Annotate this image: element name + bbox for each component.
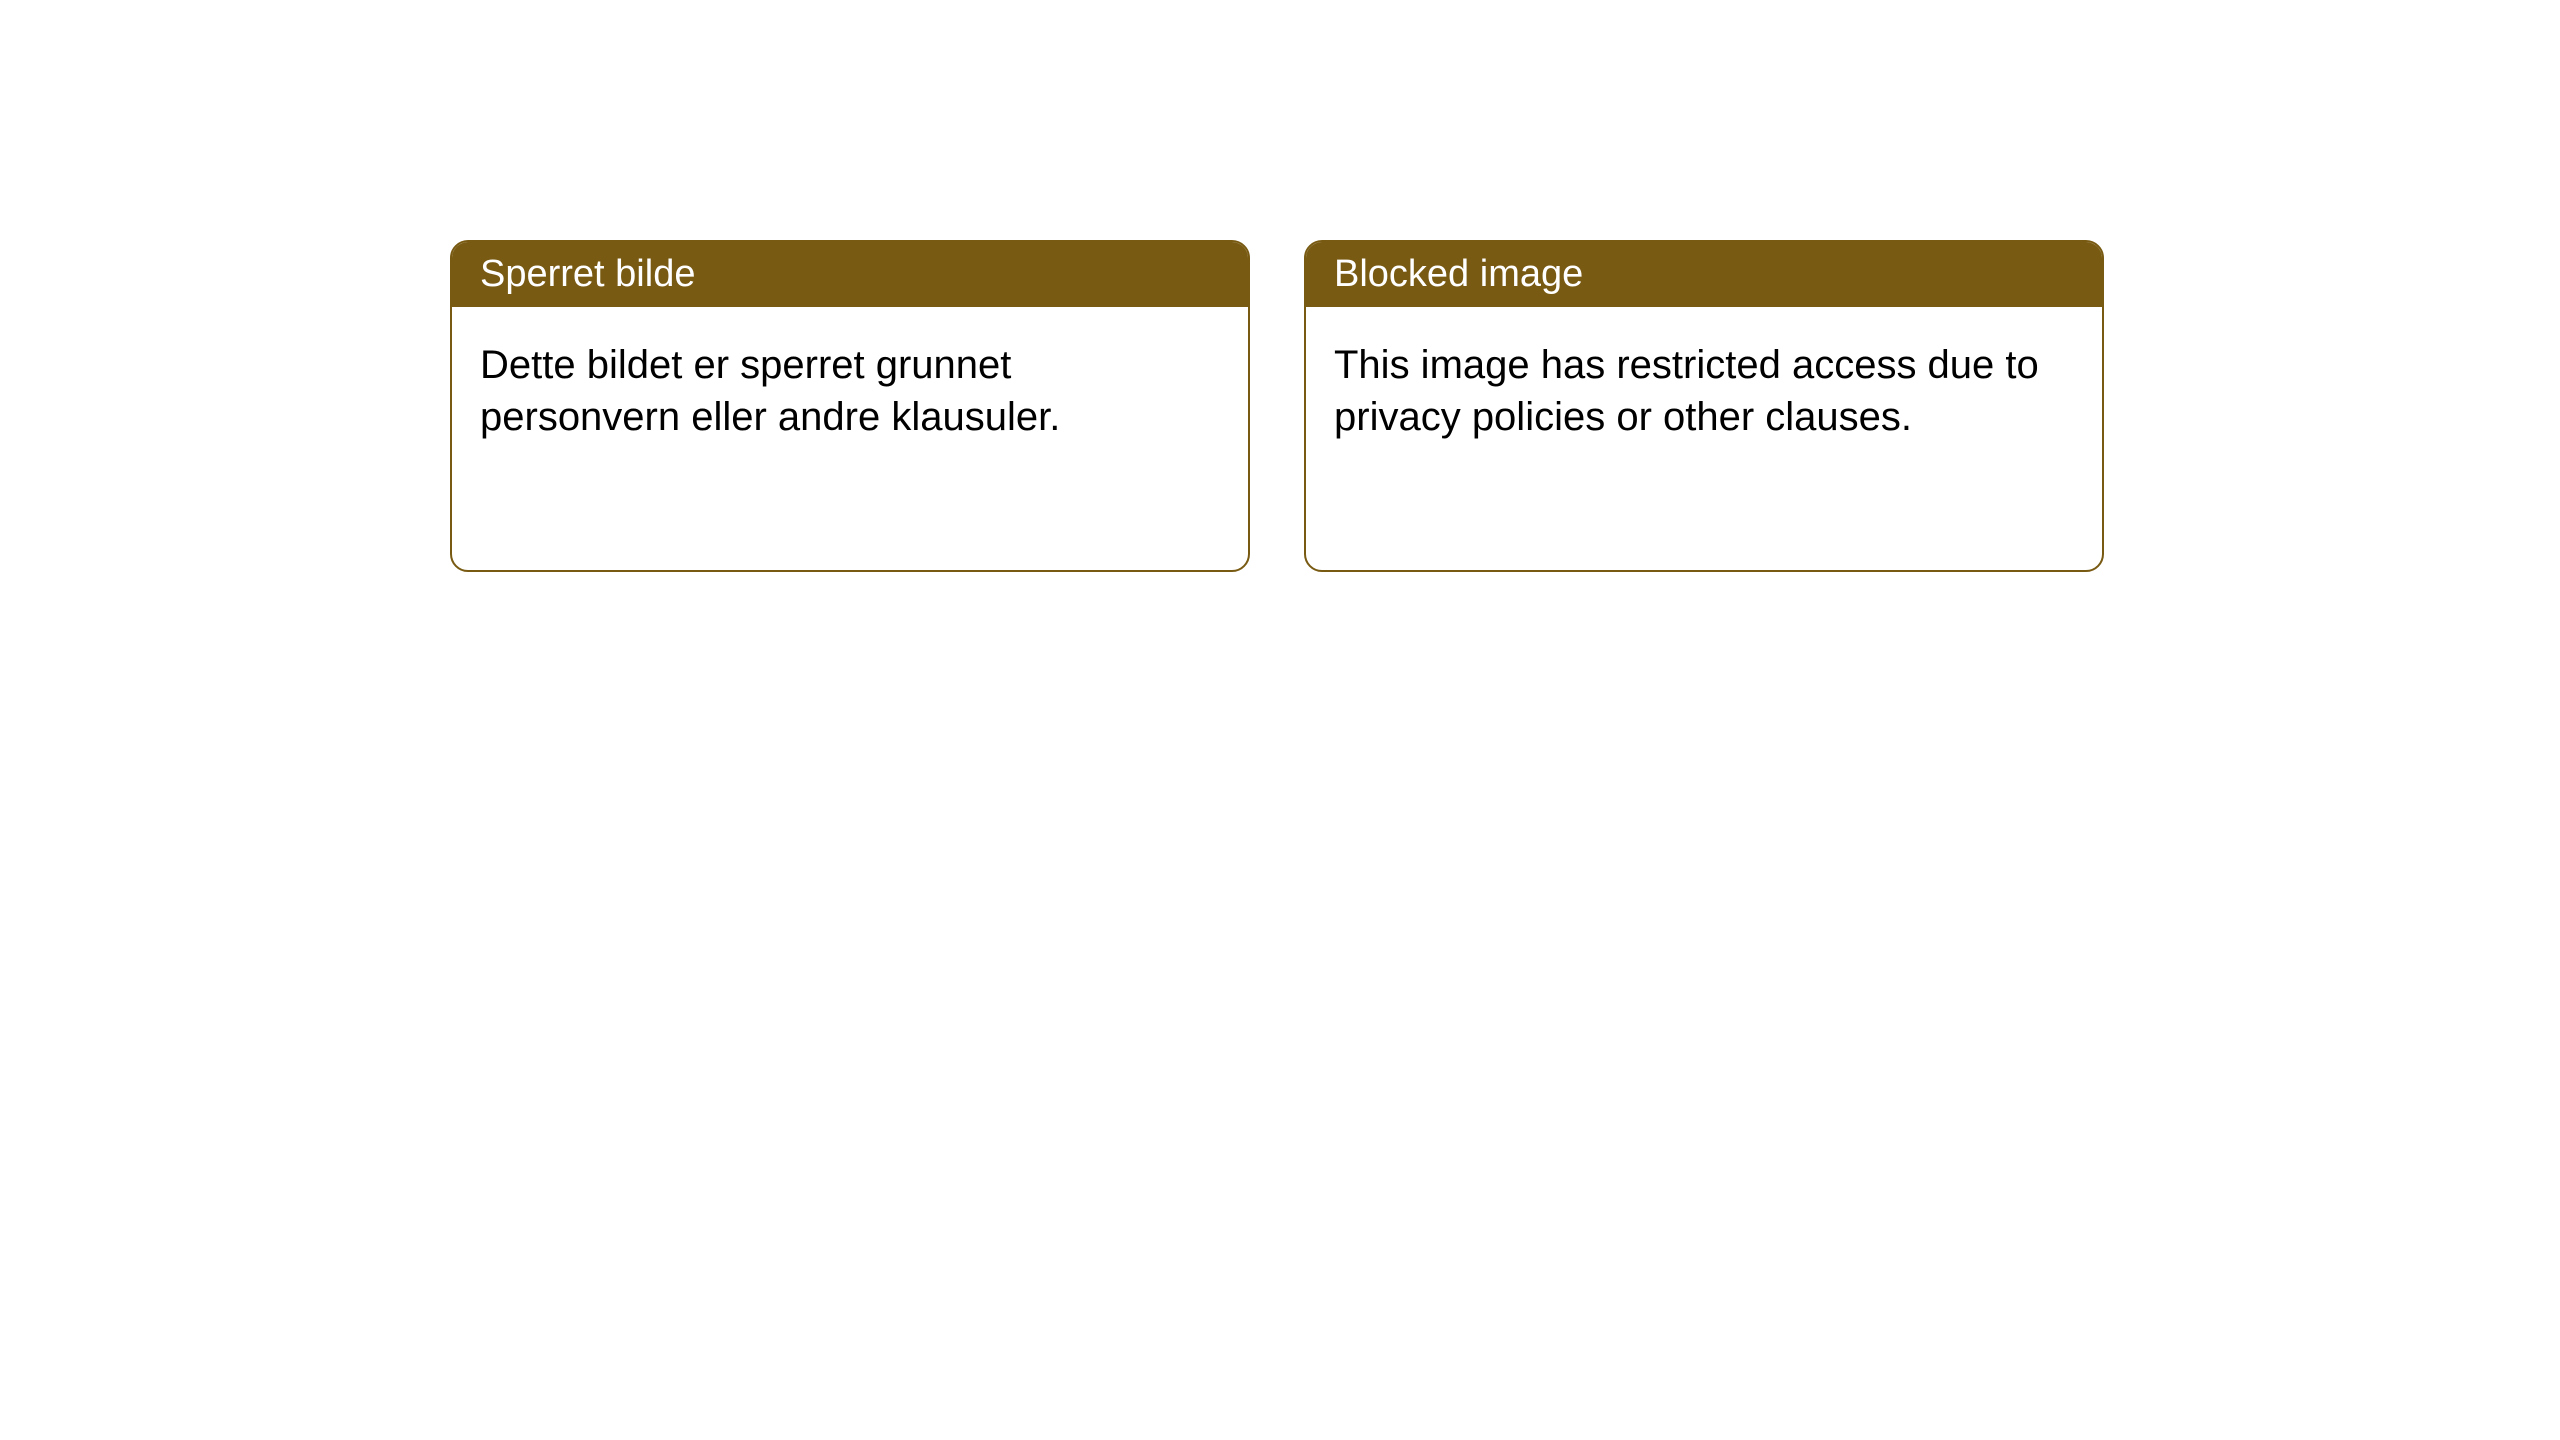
info-box-header: Blocked image	[1306, 242, 2102, 307]
info-box-body: Dette bildet er sperret grunnet personve…	[452, 307, 1248, 475]
info-box-english: Blocked image This image has restricted …	[1304, 240, 2104, 572]
info-box-norwegian: Sperret bilde Dette bildet er sperret gr…	[450, 240, 1250, 572]
info-box-container: Sperret bilde Dette bildet er sperret gr…	[0, 0, 2560, 572]
info-box-body: This image has restricted access due to …	[1306, 307, 2102, 475]
info-box-header: Sperret bilde	[452, 242, 1248, 307]
